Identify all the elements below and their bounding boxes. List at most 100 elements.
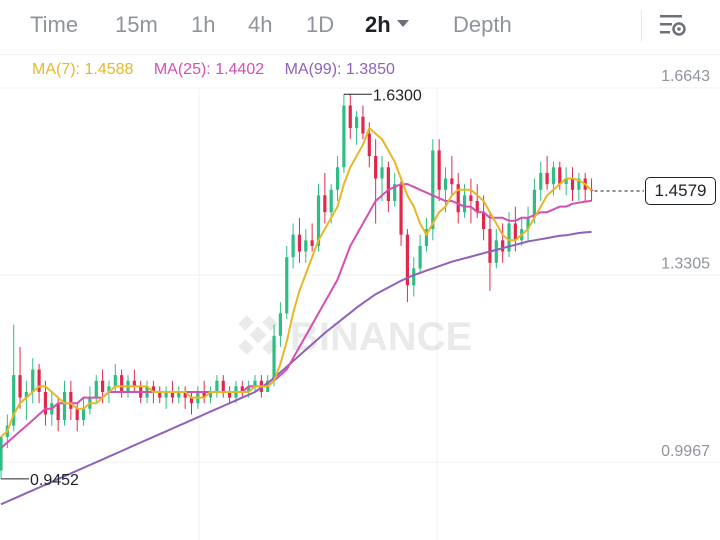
candle-body [545,172,549,185]
candle-body [170,391,175,398]
candle-body [475,200,479,213]
candle-body [399,184,403,235]
candle-body [37,369,41,392]
candle-body [513,223,517,241]
tab-2h[interactable]: 2h [365,12,409,38]
tab-2h-label: 2h [365,12,391,37]
candle-body [75,408,79,421]
candle-body [291,234,295,258]
candle-body [316,195,321,246]
candle-body [56,403,60,421]
candle-body [0,436,3,471]
ma25-label: MA(25): 1.4402 [153,61,265,78]
header-divider [0,54,720,55]
candle-body [386,167,390,201]
high-price-label: 1.6300 [373,87,422,104]
candle-body [43,391,48,415]
candle-body [132,380,136,387]
candle-body [450,178,454,185]
candle-body [24,391,28,398]
candle-body [31,369,35,392]
candle-body [18,375,22,398]
candle-body [532,189,536,218]
candle-body [202,391,206,398]
candle-body [335,167,340,190]
tab-depth[interactable]: Depth [453,12,512,37]
candle-body [469,195,473,201]
candle-body [431,150,435,230]
current-price-tag: 1.4579 [645,176,716,205]
candle-body [462,195,467,213]
ma99-line [0,230,592,506]
candle-body [570,178,575,190]
y-tick-label: 1.3305 [661,256,710,273]
tab-1d[interactable]: 1D [306,12,335,37]
candle-body [412,268,416,286]
candle-body [247,386,251,392]
candle-body [424,229,429,246]
candle-body [355,116,359,128]
tab-1h[interactable]: 1h [191,12,216,37]
candle-body [81,408,86,421]
candle-body [177,391,181,398]
candle-body [558,167,562,185]
candle-body [253,380,257,387]
candle-body [285,257,289,314]
tab-15m[interactable]: 15m [115,12,158,37]
candle-body [189,397,194,404]
candle-body [278,313,282,336]
ma7-line [0,126,593,438]
chevron-down-icon [396,19,409,27]
ma-legend: MA(7): 1.4588 MA(25): 1.4402 MA(99): 1.3… [32,61,411,79]
candle-body [405,234,409,286]
candle-body [221,380,225,392]
candle-body [443,178,448,190]
candle-body [539,172,543,190]
candle-body [393,184,397,201]
candle-body [107,386,111,392]
candle-body [297,234,302,252]
candle-body [342,105,346,168]
y-tick-label: 1.6643 [661,68,710,85]
candle-body [304,240,308,252]
candle-body [240,386,244,392]
y-tick-label: 0.9967 [661,443,710,460]
candle-body [488,229,492,263]
candle-body [62,391,67,421]
candle-body [482,212,486,230]
low-price-label: 0.9452 [30,472,79,489]
candle-body [456,184,460,213]
tabs-divider [641,10,642,42]
candle-body [113,375,117,387]
candle-body [94,380,98,398]
grid [0,87,720,540]
candle-body [120,375,124,392]
tab-4h[interactable]: 4h [248,12,273,37]
candle-body [551,167,556,185]
candle-body [310,240,314,246]
ma99-label: MA(99): 1.3850 [284,61,395,78]
candle-body [526,217,530,230]
tab-time[interactable]: Time [30,12,79,37]
chart-settings-icon[interactable] [658,12,688,40]
candle-body [158,391,162,398]
candle-body [501,240,505,252]
candle-body [374,156,378,179]
candle-body [208,391,213,398]
candle-body [348,105,352,128]
candles [0,94,594,480]
candle-body [367,133,371,157]
candle-body [329,189,333,213]
candle-body [361,116,365,134]
candle-body [272,335,276,381]
interval-tabs: Time 15m 1h 4h 1D 2h Depth [0,0,720,52]
candle-body [507,223,511,252]
candle-body [564,178,568,185]
candle-body [164,391,168,398]
candle-body [437,150,441,190]
candle-body [183,391,187,398]
y-axis-labels: 1.6643 1.3305 0.9967 [661,68,710,460]
watermark-text: BINANCE [290,315,472,359]
candle-body [151,386,155,392]
